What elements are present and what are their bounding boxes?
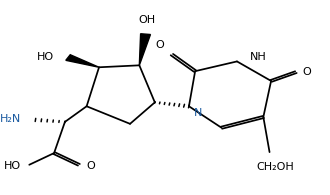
Text: HO: HO — [4, 161, 20, 171]
Text: HO: HO — [37, 51, 54, 62]
Text: N: N — [194, 108, 202, 118]
Polygon shape — [139, 34, 150, 65]
Text: H₂N: H₂N — [0, 114, 21, 124]
Text: OH: OH — [139, 15, 156, 25]
Polygon shape — [66, 55, 99, 67]
Text: O: O — [87, 161, 95, 171]
Text: O: O — [155, 40, 164, 50]
Text: NH: NH — [250, 52, 267, 62]
Text: CH₂OH: CH₂OH — [257, 162, 295, 172]
Text: O: O — [303, 67, 312, 77]
